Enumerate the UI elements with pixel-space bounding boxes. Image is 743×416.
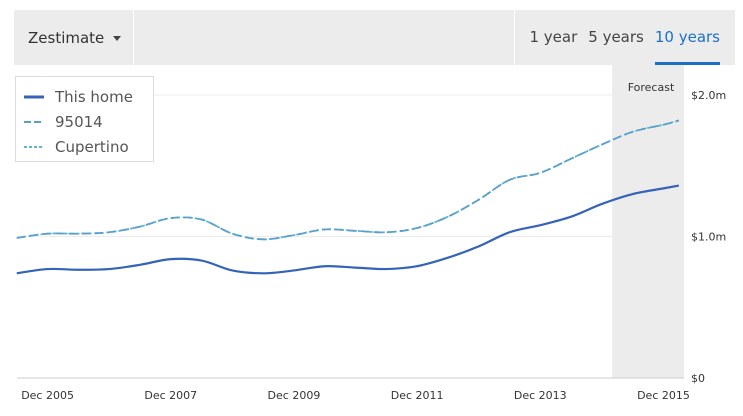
tab-10-years[interactable]: 10 years [654,10,720,65]
x-tick-label: Dec 2009 [268,389,321,402]
caret-down-icon [113,36,122,41]
legend-item-this-home[interactable]: This home [24,84,153,109]
long-dash-swatch-icon [24,120,44,123]
series-line-this-home [16,184,680,275]
x-tick-label: Dec 2013 [514,389,567,402]
zestimate-dropdown[interactable]: Zestimate [14,10,134,65]
forecast-label: Forecast [628,81,675,94]
x-tick-label: Dec 2007 [144,389,197,402]
y-tick-label: $0 [691,372,705,385]
x-tick-label: Dec 2015 [637,389,690,402]
legend-item-95014[interactable]: 95014 [24,109,153,134]
forecast-region [612,65,684,378]
legend-item-cupertino[interactable]: Cupertino [24,134,153,159]
solid-line-swatch-icon [24,95,44,98]
legend-label-cupertino: Cupertino [55,137,129,156]
y-tick-label: $1.0m [691,231,726,244]
toolbar-spacer [134,10,514,65]
zestimate-dropdown-label: Zestimate [28,28,105,47]
value-chart: Forecast $0 $1.0m $2.0m Dec 2005 Dec 2007 De… [16,65,726,402]
legend-label-this-home: This home [55,87,133,106]
legend-label-95014: 95014 [55,112,103,131]
x-tick-label: Dec 2005 [21,389,74,402]
short-dash-swatch-icon [24,145,44,148]
series-line-cupertino [16,119,680,241]
x-tick-label: Dec 2011 [391,389,444,402]
chart-legend: This home 95014 Cupertino [15,76,154,162]
time-range-tabs: 1 year 5 years 10 years [514,10,735,65]
y-tick-label: $2.0m [691,89,726,102]
tab-1-year[interactable]: 1 year [529,28,578,46]
series-line-95014 [16,119,680,241]
chart-toolbar: Zestimate 1 year 5 years 10 years [14,10,735,65]
tab-5-years[interactable]: 5 years [588,28,644,46]
